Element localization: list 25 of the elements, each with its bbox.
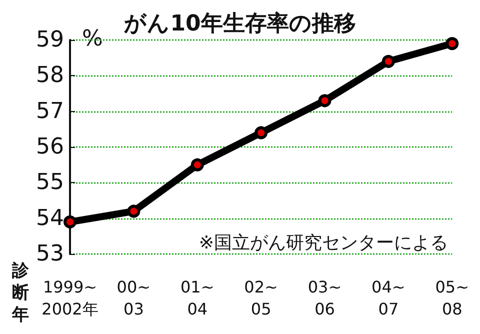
y-tick-label: 56 <box>36 134 64 160</box>
x-tick-label: 02~ 05 <box>244 278 278 318</box>
x-tick-label: 00~ 03 <box>116 278 151 318</box>
point <box>254 126 268 140</box>
y-tick-label: 54 <box>36 206 64 231</box>
y-tick-label: 58 <box>36 63 64 88</box>
x-axis-title: 診断年 <box>11 261 30 325</box>
point <box>318 94 332 108</box>
chart-title: がん10年生存率の推移 <box>123 10 356 36</box>
x-tick-label: 03~ 06 <box>308 278 342 318</box>
point <box>64 215 76 228</box>
y-tick-label: 59 <box>36 28 64 52</box>
point <box>127 204 140 218</box>
y-tick-label: 53 <box>36 242 64 266</box>
annotation: ※国立がん研究センターによる <box>198 232 448 254</box>
x-tick-label: 1999~ 2002年 <box>42 278 98 318</box>
y-tick-label: 55 <box>36 170 64 196</box>
point <box>382 54 395 68</box>
x-tick-label: 01~ 04 <box>180 278 214 318</box>
point <box>446 37 459 50</box>
point <box>190 158 204 172</box>
y-tick-label: 57 <box>36 98 64 124</box>
x-tick-label: 04~ 07 <box>372 278 406 318</box>
x-tick-label: 05~ 08 <box>435 278 469 318</box>
y-axis-title: % <box>82 26 103 52</box>
